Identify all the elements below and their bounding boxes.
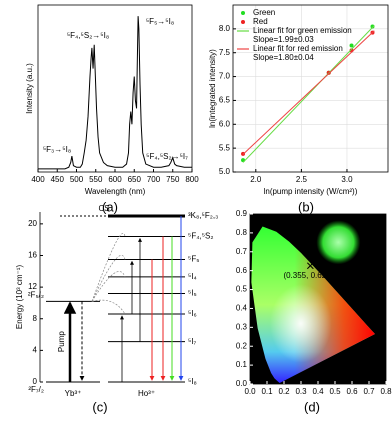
y-tick-label: 0.3 xyxy=(236,322,248,331)
peak-annotation: ⁵F₄,⁵S₂→⁵I₈ xyxy=(67,31,109,40)
x-tick-label: 700 xyxy=(147,175,161,184)
x-tick-label: 0.8 xyxy=(380,387,392,396)
y-tick-label: 12 xyxy=(28,282,37,291)
level-label: ⁵I₈ xyxy=(188,377,197,386)
y-tick-label: 6.0 xyxy=(219,119,231,128)
y-tick-label: 0.6 xyxy=(236,266,248,275)
transfer-curve xyxy=(91,299,126,315)
legend-label: Green xyxy=(253,8,275,17)
cie-point xyxy=(306,262,314,270)
peak-annotation: ⁵F₄,⁵S₂→⁵I₇ xyxy=(146,152,188,161)
legend-label: Linear fit for green emission xyxy=(253,26,352,35)
fit-line xyxy=(242,25,375,163)
x-tick-label: 0.6 xyxy=(346,387,358,396)
y-tick-label: 7.5 xyxy=(219,48,231,57)
data-point xyxy=(370,24,375,29)
y-axis-label: ln(integrated intensity) xyxy=(208,49,217,128)
level-label: ²F₅/₂ xyxy=(28,290,44,299)
x-tick-label: 0.2 xyxy=(278,387,290,396)
y-tick-label: 0.8 xyxy=(236,228,248,237)
y-axis-label: Energy (10³ cm⁻¹) xyxy=(15,265,24,330)
level-label: ⁵I₅ xyxy=(188,289,197,298)
x-tick-label: 600 xyxy=(108,175,122,184)
spectrum-line xyxy=(38,16,192,170)
y-tick-label: 0.5 xyxy=(236,285,248,294)
legend-marker xyxy=(241,20,245,24)
slope-annotation: Slope=1.99±0.03 xyxy=(253,35,314,44)
y-tick-label: 0.9 xyxy=(236,209,248,218)
cs-label: CS xyxy=(98,204,109,213)
panel-label: (b) xyxy=(298,199,314,214)
peak-annotation: ⁵F₅→⁵I₈ xyxy=(146,17,174,26)
x-axis-label: Wavelength (nm) xyxy=(85,187,146,196)
y-tick-label: 8.0 xyxy=(219,24,231,33)
x-tick-label: 750 xyxy=(166,175,180,184)
cie-gamut xyxy=(251,226,375,384)
x-tick-label: 500 xyxy=(70,175,84,184)
legend-marker xyxy=(241,11,245,15)
level-label: ⁵F₅ xyxy=(188,255,199,264)
y-axis-label: Intensity (a.u.) xyxy=(25,63,34,114)
x-tick-label: 550 xyxy=(89,175,103,184)
level-label: ⁵I₆ xyxy=(188,309,197,318)
y-tick-label: 16 xyxy=(28,251,37,260)
y-tick-label: 0.0 xyxy=(236,379,248,388)
ion-label: Yb³⁺ xyxy=(65,389,82,398)
y-tick-label: 0.4 xyxy=(236,304,248,313)
y-tick-label: 20 xyxy=(28,219,37,228)
slope-annotation: Slope=1.80±0.04 xyxy=(253,53,314,62)
x-tick-label: 0.3 xyxy=(295,387,307,396)
data-point xyxy=(349,43,354,48)
ion-label: Ho³⁺ xyxy=(138,389,155,398)
peak-annotation: ⁵F₃→⁵I₈ xyxy=(43,145,71,154)
level-label: ⁵I₄ xyxy=(188,272,197,281)
x-tick-label: 400 xyxy=(31,175,45,184)
x-tick-label: 0.4 xyxy=(312,387,324,396)
y-tick-label: 0.1 xyxy=(236,360,248,369)
y-tick-label: 0 xyxy=(33,377,38,386)
x-tick-label: 3.0 xyxy=(341,175,353,184)
sample-photo xyxy=(316,220,361,265)
y-tick-label: 6.5 xyxy=(219,96,231,105)
x-tick-label: 450 xyxy=(51,175,65,184)
level-label: ³K₈,⁵F₂,₃ xyxy=(188,211,218,220)
level-label: ²F₇/₂ xyxy=(28,385,44,394)
y-tick-label: 5.0 xyxy=(219,167,231,176)
fit-line xyxy=(242,30,375,155)
y-tick-label: 8 xyxy=(33,314,38,323)
x-tick-label: 0.7 xyxy=(363,387,375,396)
level-label: ⁵I₇ xyxy=(188,337,197,346)
x-tick-label: 2.0 xyxy=(250,175,262,184)
x-tick-label: 800 xyxy=(185,175,199,184)
x-tick-label: 650 xyxy=(128,175,142,184)
cie-point-label: (0.355, 0.626) xyxy=(283,271,333,280)
pump-label: Pump xyxy=(57,331,66,352)
legend-label: Linear fit for red emission xyxy=(253,44,343,53)
x-tick-label: 2.5 xyxy=(296,175,308,184)
plot-frame xyxy=(232,4,389,173)
y-tick-label: 4 xyxy=(33,345,38,354)
x-tick-label: 0.1 xyxy=(261,387,273,396)
y-tick-label: 5.5 xyxy=(219,143,231,152)
y-tick-label: 0.2 xyxy=(236,341,248,350)
level-label: ⁵F₄,⁵S₂ xyxy=(188,232,213,241)
x-axis-label: ln(pump intensity (W/cm²)) xyxy=(264,187,358,196)
y-tick-label: 0.7 xyxy=(236,247,248,256)
x-tick-label: 0.5 xyxy=(329,387,341,396)
legend-label: Red xyxy=(253,17,268,26)
transfer-curve xyxy=(91,254,126,302)
panel-label: (c) xyxy=(92,399,107,414)
panel-label: (a) xyxy=(102,199,118,214)
y-tick-label: 7.0 xyxy=(219,72,231,81)
panel-label: (d) xyxy=(304,399,320,414)
transfer-curve xyxy=(91,271,126,302)
x-tick-label: 0.0 xyxy=(244,387,256,396)
